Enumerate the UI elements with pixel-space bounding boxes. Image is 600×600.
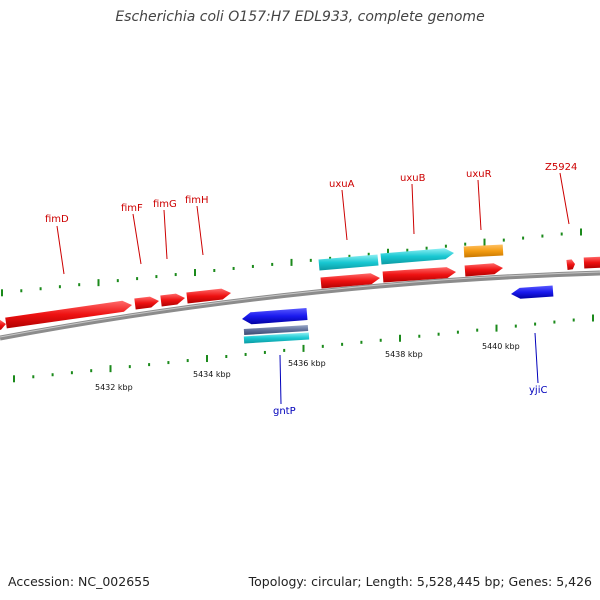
tick-label-5434: 5434 kbp xyxy=(193,370,231,379)
tick-label-5436: 5436 kbp xyxy=(288,359,326,368)
gene-label-uxuB: uxuB xyxy=(400,173,426,184)
leader-Z5924 xyxy=(559,172,570,225)
gene-arrow-fimD xyxy=(5,300,133,329)
gene-label-Z5924: Z5924 xyxy=(545,162,577,173)
gene-arrow-fimF xyxy=(134,296,159,310)
leader-uxuA xyxy=(341,189,348,241)
genome-summary-text: Topology: circular; Length: 5,528,445 bp… xyxy=(248,574,592,589)
gene-arrow-uxuB xyxy=(382,267,456,283)
gene-arrow-uxuR xyxy=(464,263,503,277)
leader-uxuR xyxy=(477,179,482,231)
leader-yjiC xyxy=(534,332,539,384)
gene-arrow-fimH xyxy=(186,288,231,304)
gene-label-gntP: gntP xyxy=(273,406,296,417)
feature-cyan-uxuB xyxy=(380,248,454,265)
upper-scale-ticks xyxy=(1,228,582,297)
feature-cyan-gntP xyxy=(243,332,310,344)
gene-arrow-fimG xyxy=(160,293,185,307)
feature-orange-uxuR xyxy=(463,244,504,258)
gene-arrow-Z5924 xyxy=(583,256,600,269)
gene-label-uxuA: uxuA xyxy=(329,179,355,190)
gene-label-uxuR: uxuR xyxy=(466,169,492,180)
feature-slate-gntP xyxy=(243,325,309,335)
leader-fimG xyxy=(163,209,168,260)
leader-gntP xyxy=(279,354,282,405)
genome-backbone xyxy=(0,270,600,341)
gene-label-fimG: fimG xyxy=(153,199,177,210)
gene-features xyxy=(0,244,600,344)
gene-label-fimD: fimD xyxy=(45,214,69,225)
lower-scale-ticks xyxy=(13,314,594,383)
leader-fimH xyxy=(196,205,204,256)
gene-arrow-yjiC xyxy=(511,285,554,299)
leader-uxuB xyxy=(411,183,415,235)
tick-label-5438: 5438 kbp xyxy=(385,350,423,359)
gene-arrow-partial-left xyxy=(0,319,6,330)
gene-arrow-uxuA xyxy=(320,273,380,289)
leader-fimD xyxy=(56,225,65,275)
tick-label-5432: 5432 kbp xyxy=(95,383,133,392)
map-title: Escherichia coli O157:H7 EDL933, complet… xyxy=(115,9,485,25)
gene-arrow-gntP xyxy=(242,308,308,325)
gene-label-fimF: fimF xyxy=(121,203,143,214)
feature-cyan-uxuA xyxy=(318,254,379,271)
gene-label-fimH: fimH xyxy=(185,195,209,206)
gene-arrow-small xyxy=(566,259,575,270)
accession-text: Accession: NC_002655 xyxy=(8,574,151,589)
genome-backbone-highlight xyxy=(0,271,600,338)
leader-fimF xyxy=(132,213,142,265)
tick-label-5440: 5440 kbp xyxy=(482,342,520,351)
gene-label-yjiC: yjiC xyxy=(529,385,547,396)
